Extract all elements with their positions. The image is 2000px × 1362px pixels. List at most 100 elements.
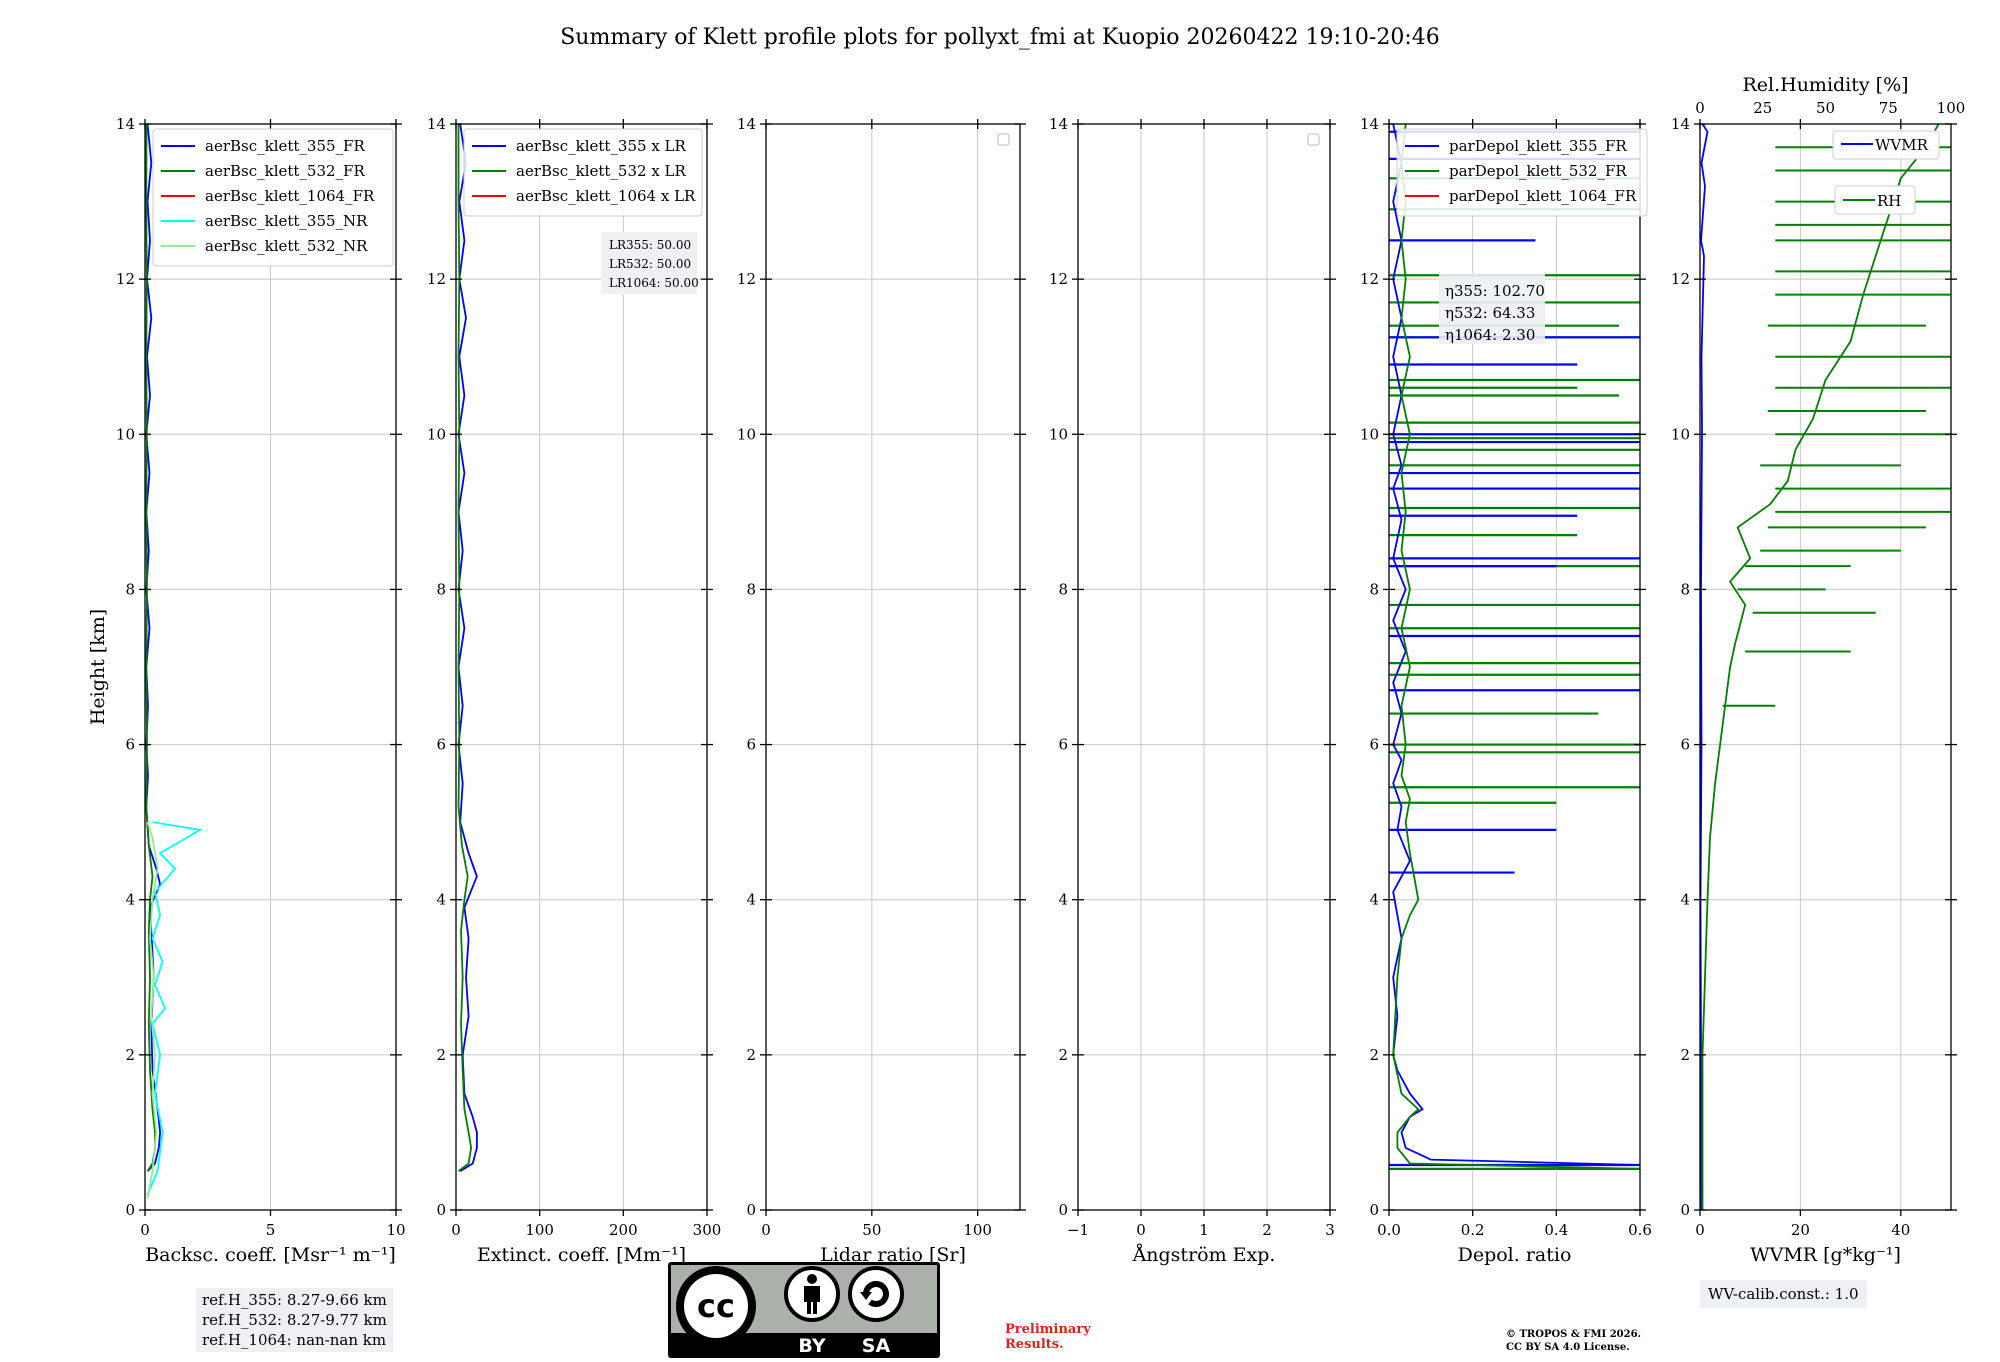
x2-tick-label: 25 (1753, 99, 1772, 117)
y-tick-label: 10 (1671, 425, 1690, 443)
y-tick-label: 6 (746, 736, 756, 754)
legend-depolarization: parDepol_klett_355_FR parDepol_klett_532_… (1396, 128, 1648, 217)
y-tick-label: 4 (436, 891, 446, 909)
y-tick-label: 14 (1049, 115, 1068, 133)
annotation-bg (601, 232, 697, 294)
legend-label: aerBsc_klett_532_FR (205, 162, 365, 180)
y-tick-label: 4 (746, 891, 756, 909)
y-tick-label: 14 (737, 115, 756, 133)
wv-calib-text: WV-calib.const.: 1.0 (1708, 1285, 1859, 1303)
x-tick-label: 200 (609, 1221, 638, 1239)
y-tick-label: 10 (1360, 425, 1379, 443)
legend-label: aerBsc_klett_1064_FR (205, 187, 375, 205)
y-tick-label: 2 (125, 1046, 135, 1064)
y-tick-label: 6 (1058, 736, 1068, 754)
y-tick-label: 8 (1369, 580, 1379, 598)
axes-frame (455, 123, 708, 1211)
x-tick-label: 20 (1791, 1221, 1810, 1239)
x2-tick-label: 50 (1816, 99, 1835, 117)
legend-label: aerBsc_klett_1064 x LR (516, 187, 696, 205)
y-tick-label: 4 (1369, 891, 1379, 909)
series-aerBsc_klett_532_NR (146, 821, 159, 1199)
y-tick-label: 2 (1058, 1046, 1068, 1064)
legend-extinction: aerBsc_klett_355 x LR aerBsc_klett_532 x … (463, 128, 703, 217)
by-text: BY (798, 1335, 825, 1357)
ref-h-1064: ref.H_1064: nan-nan km (202, 1331, 387, 1349)
panel-lidar_ratio: 0 2 4 6 8 10 12 14 0 50 100 Lidar ratio [Sr] (737, 115, 1026, 1266)
y-tick-label: 8 (125, 580, 135, 598)
x-axis-label: Extinct. coeff. [Mm⁻¹] (477, 1244, 686, 1266)
series-RH (1701, 123, 1940, 1210)
series-WVMR (1699, 123, 1709, 1211)
x-tick-label: 2 (1262, 1221, 1272, 1239)
y-tick-label: 12 (427, 270, 446, 288)
y-tick-label: 4 (1058, 891, 1068, 909)
x-tick-label: 40 (1891, 1221, 1910, 1239)
y-tick-label: 8 (1680, 580, 1690, 598)
panel-water_vapor: 0 2 4 6 8 10 12 14 0 20 40 WVMR [g*kg⁻¹] 0 25 50 75 100 R… (1671, 74, 1965, 1266)
y-tick-label: 4 (125, 891, 135, 909)
y-tick-label: 10 (1049, 425, 1068, 443)
x-tick-label: 0 (1695, 1221, 1705, 1239)
y-tick-label: 2 (1369, 1046, 1379, 1064)
page-title: Summary of Klett profile plots for polly… (560, 25, 1440, 50)
x-tick-label: 0 (451, 1221, 461, 1239)
y-tick-label: 0 (746, 1201, 756, 1219)
legend-label: aerBsc_klett_532 x LR (516, 162, 687, 180)
panel-backscatter: 0 2 4 6 8 10 12 14 0 5 10 Backsc. coeff. [Msr⁻¹ m⁻¹… (116, 115, 406, 1266)
y-tick-label: 14 (1360, 115, 1379, 133)
x-tick-label: 0.4 (1544, 1221, 1568, 1239)
copyright-line-2: CC BY SA 4.0 License. (1506, 1342, 1630, 1353)
y-tick-label: 10 (116, 425, 135, 443)
y-tick-label: 2 (746, 1046, 756, 1064)
lidar-ratio-value: LR532: 50.00 (609, 257, 691, 271)
eta-value: η355: 102.70 (1445, 282, 1545, 300)
y-tick-label: 6 (1680, 736, 1690, 754)
y-tick-label: 2 (436, 1046, 446, 1064)
eta-value: η532: 64.33 (1445, 304, 1535, 322)
empty-legend-box (1307, 133, 1320, 146)
legend-label: aerBsc_klett_532_NR (205, 237, 368, 255)
cc-by-sa-icon: cc BY SA (668, 1262, 940, 1358)
y-tick-label: 14 (1671, 115, 1690, 133)
legend-label: aerBsc_klett_355_NR (205, 212, 368, 230)
x-tick-label: 0 (761, 1221, 771, 1239)
y-tick-label: 8 (436, 580, 446, 598)
y-tick-label: 6 (436, 736, 446, 754)
x-axis-label: Ångström Exp. (1132, 1244, 1276, 1266)
preliminary-line-1: Preliminary (1005, 1322, 1091, 1337)
empty-legend-box (997, 133, 1010, 146)
y-tick-label: 8 (1058, 580, 1068, 598)
x-tick-label: 10 (386, 1221, 405, 1239)
ref-h-355: ref.H_355: 8.27-9.66 km (202, 1291, 387, 1309)
legend-label: parDepol_klett_355_FR (1449, 137, 1627, 155)
x-tick-label: 5 (266, 1221, 276, 1239)
x2-tick-label: 75 (1879, 99, 1898, 117)
y-tick-label: 12 (737, 270, 756, 288)
ref-h-532: ref.H_532: 8.27-9.77 km (202, 1311, 387, 1329)
copyright-note: © TROPOS & FMI 2026. CC BY SA 4.0 Licens… (1506, 1328, 1641, 1354)
x-axis-label: Backsc. coeff. [Msr⁻¹ m⁻¹] (145, 1244, 396, 1266)
eta-value: η1064: 2.30 (1445, 326, 1535, 344)
y-tick-label: 0 (1680, 1201, 1690, 1219)
lidar-ratio-value: LR355: 50.00 (609, 238, 691, 252)
x-tick-label: 0.2 (1461, 1221, 1485, 1239)
y-tick-label: 0 (125, 1201, 135, 1219)
y-axis-label: Height [km] (87, 609, 109, 725)
reference-height-box: ref.H_355: 8.27-9.66 km ref.H_532: 8.27-… (196, 1288, 393, 1352)
legend-box (1832, 130, 1940, 160)
y-tick-label: 12 (116, 270, 135, 288)
x2-tick-label: 100 (1937, 99, 1966, 117)
x-tick-label: 0 (140, 1221, 150, 1239)
preliminary-note: Preliminary Results. (1005, 1322, 1091, 1352)
annotation-bg (1439, 274, 1545, 344)
x-tick-label: 3 (1325, 1221, 1335, 1239)
y-tick-label: 6 (125, 736, 135, 754)
legend-label: parDepol_klett_1064_FR (1449, 187, 1637, 205)
x-tick-label: 50 (862, 1221, 881, 1239)
eta-box: η355: 102.70 η532: 64.33 η1064: 2.30 (1439, 274, 1545, 344)
x-tick-label: −1 (1067, 1221, 1089, 1239)
legend-label: aerBsc_klett_355_FR (205, 137, 365, 155)
